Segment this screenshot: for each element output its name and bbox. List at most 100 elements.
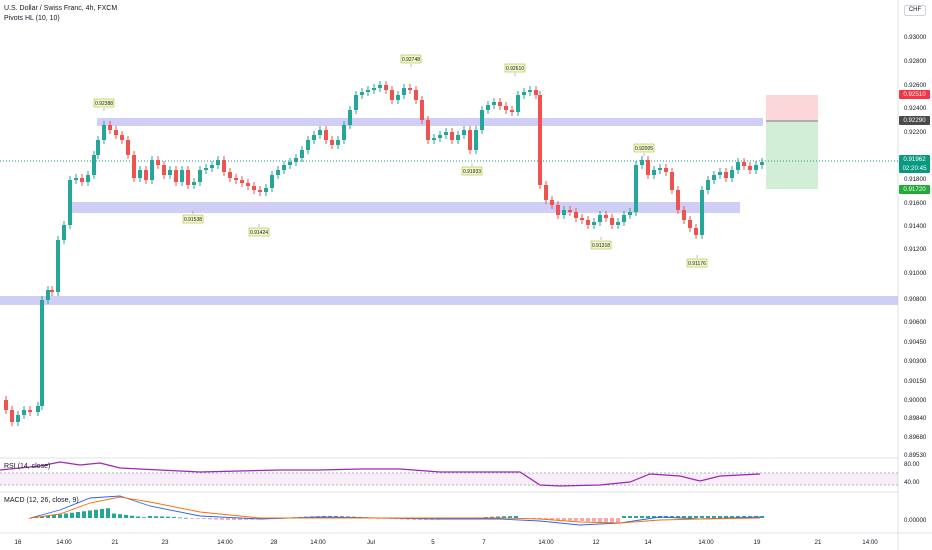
candle-body bbox=[616, 222, 620, 225]
candle-body bbox=[574, 212, 578, 218]
candle-body bbox=[438, 135, 442, 138]
macd-bar bbox=[610, 518, 614, 523]
macd-bar bbox=[682, 516, 686, 518]
macd-bar bbox=[640, 516, 644, 518]
macd-bar bbox=[232, 518, 236, 520]
time-axis-label: Jul bbox=[367, 539, 375, 546]
candle-body bbox=[56, 240, 60, 292]
candle-body bbox=[658, 168, 662, 170]
candle-body bbox=[234, 178, 238, 180]
candle-body bbox=[550, 200, 554, 205]
time-axis-label: 14:00 bbox=[538, 539, 554, 546]
candle-body bbox=[246, 183, 250, 186]
macd-bar bbox=[544, 518, 548, 520]
candle-body bbox=[86, 175, 90, 182]
pivot-label-box bbox=[248, 227, 270, 237]
take-profit-zone[interactable] bbox=[766, 121, 818, 189]
time-axis-label: 12 bbox=[593, 539, 600, 546]
time-axis-label: 19 bbox=[754, 539, 761, 546]
time-axis-label: 16 bbox=[15, 539, 22, 546]
macd-bar bbox=[238, 518, 242, 520]
rsi-indicator-label[interactable]: RSI (14, close) bbox=[4, 463, 51, 470]
macd-bar bbox=[136, 516, 140, 518]
candle-body bbox=[556, 205, 560, 215]
currency-badge[interactable]: CHF bbox=[904, 5, 926, 16]
pivot-label: 0.91318 bbox=[592, 243, 610, 249]
candle-body bbox=[330, 140, 334, 145]
candle-body bbox=[28, 410, 32, 412]
macd-bar bbox=[490, 516, 494, 518]
macd-bar bbox=[604, 518, 608, 523]
macd-bar bbox=[112, 513, 116, 518]
candle-body bbox=[598, 215, 602, 222]
price-axis-label: 0.92200 bbox=[904, 129, 927, 136]
pivot-label: 0.92005 bbox=[635, 146, 653, 152]
macd-bar bbox=[646, 516, 650, 518]
candle-body bbox=[342, 125, 346, 140]
bar-countdown: 02:20:45 bbox=[902, 165, 927, 172]
price-axis-label: 0.89840 bbox=[904, 415, 927, 422]
macd-bar bbox=[226, 518, 230, 520]
candle-body bbox=[628, 212, 632, 215]
candle-body bbox=[300, 150, 304, 158]
candle-body bbox=[420, 100, 424, 120]
lower-support-zone[interactable] bbox=[0, 296, 898, 305]
macd-bar bbox=[118, 514, 122, 518]
candle-body bbox=[126, 140, 130, 155]
candle-body bbox=[156, 160, 160, 165]
pivots-indicator-label[interactable]: Pivots HL (10, 10) bbox=[4, 15, 60, 22]
pivot-label-box bbox=[182, 214, 204, 224]
candle-body bbox=[198, 170, 202, 182]
candle-body bbox=[664, 168, 668, 172]
candle-body bbox=[604, 215, 608, 218]
pivot-label: 0.91176 bbox=[688, 261, 706, 267]
stop-loss-zone[interactable] bbox=[766, 95, 818, 121]
macd-indicator-label[interactable]: MACD (12, 26, close, 9) bbox=[4, 497, 79, 504]
current-price-tag: 0.91962 02:20:45 bbox=[899, 155, 930, 173]
candle-body bbox=[700, 190, 704, 235]
candle-body bbox=[144, 170, 148, 180]
support-zone[interactable] bbox=[72, 202, 740, 213]
price-axis-label: 0.90450 bbox=[904, 339, 927, 346]
macd-bar bbox=[52, 515, 56, 518]
candle-body bbox=[396, 95, 400, 100]
candle-body bbox=[216, 160, 220, 165]
macd-bar bbox=[148, 516, 152, 518]
macd-bar bbox=[190, 518, 194, 519]
macd-bar bbox=[142, 517, 146, 519]
candle-body bbox=[324, 130, 328, 140]
stop-price-tag: 0.92510 bbox=[899, 90, 930, 99]
candle-body bbox=[640, 160, 644, 165]
price-axis-label: 0.89530 bbox=[904, 452, 927, 459]
time-axis[interactable]: 16 14:00 21 23 14:00 28 14:00 Jul 5 7 14:00 12 14 14:… bbox=[15, 539, 879, 546]
candle-body bbox=[348, 110, 352, 125]
macd-bar bbox=[622, 516, 626, 518]
candle-body bbox=[138, 170, 142, 178]
macd-bar bbox=[670, 516, 674, 518]
rsi-axis-label: 80.00 bbox=[904, 461, 920, 468]
candle-body bbox=[682, 210, 686, 220]
macd-axis-label: 0.00000 bbox=[904, 517, 927, 524]
candle-body bbox=[270, 175, 274, 188]
candle-body bbox=[724, 172, 728, 178]
price-axis-label: 0.91200 bbox=[904, 246, 927, 253]
macd-bar bbox=[130, 515, 134, 518]
macd-bar bbox=[580, 518, 584, 522]
candle-body bbox=[580, 218, 584, 220]
macd-bar bbox=[742, 516, 746, 518]
candle-body bbox=[168, 170, 172, 175]
macd-bar bbox=[100, 509, 104, 518]
price-axis[interactable]: 0.93000 0.92800 0.92600 0.92400 0.92200 0.918… bbox=[904, 34, 927, 524]
price-axis-label: 0.90600 bbox=[904, 319, 927, 326]
candle-body bbox=[384, 85, 388, 90]
pivot-label-box bbox=[461, 166, 483, 176]
rsi-band bbox=[0, 473, 898, 485]
candle-body bbox=[210, 165, 214, 168]
macd-signal-line bbox=[29, 496, 761, 524]
candle-body bbox=[366, 90, 370, 92]
candle-body bbox=[204, 168, 208, 170]
candle-body bbox=[718, 172, 722, 175]
macd-bar bbox=[592, 518, 596, 522]
time-axis-label: 14:00 bbox=[698, 539, 714, 546]
